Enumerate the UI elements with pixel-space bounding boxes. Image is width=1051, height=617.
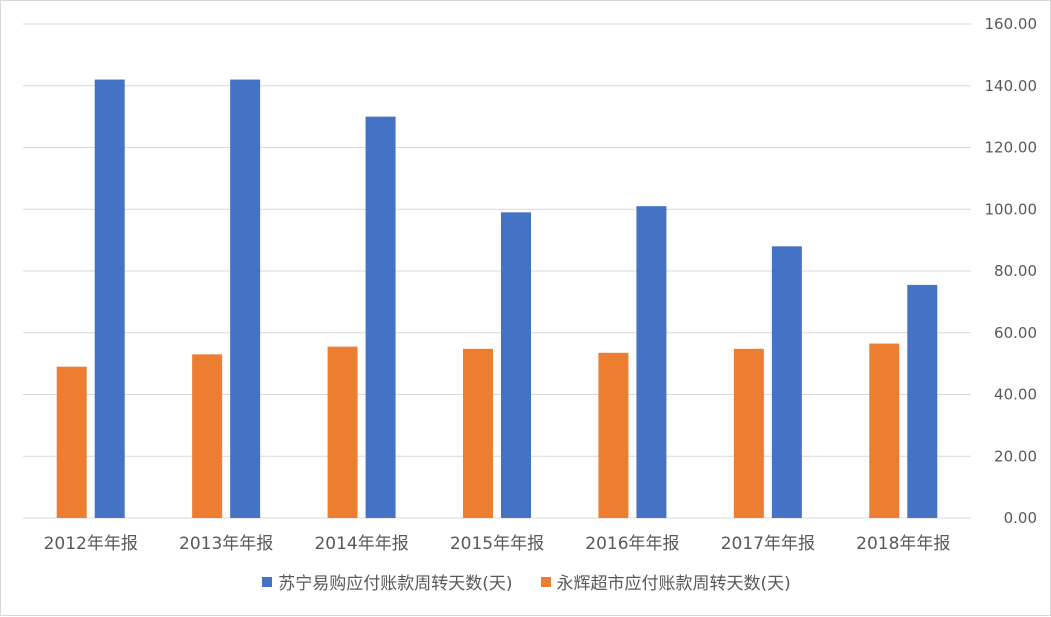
y-tick-label: 160.00 bbox=[985, 15, 1038, 33]
bar-suning[interactable] bbox=[501, 212, 531, 518]
y-tick-label: 120.00 bbox=[985, 139, 1038, 157]
bar-suning[interactable] bbox=[365, 116, 396, 518]
legend-swatch-suning bbox=[262, 576, 273, 587]
bar-suning[interactable] bbox=[771, 246, 802, 519]
x-tick-label: 2016年年报 bbox=[585, 534, 679, 554]
bar-suning[interactable] bbox=[230, 79, 261, 518]
bar-yonghui[interactable] bbox=[869, 343, 900, 518]
bar-suning[interactable] bbox=[94, 79, 125, 518]
y-axis-ticks: 0.00 20.00 40.00 60.00 80.00 100.00 120.00 140.… bbox=[985, 15, 1038, 527]
bar-yonghui[interactable] bbox=[56, 366, 87, 518]
x-tick-label: 2018年年报 bbox=[856, 534, 950, 554]
legend-item-suning[interactable]: 苏宁易购应付账款周转天数(天) bbox=[262, 569, 513, 594]
legend-item-yonghui[interactable]: 永辉超市应付账款周转天数(天) bbox=[540, 569, 791, 594]
legend-label-suning: 苏宁易购应付账款周转天数(天) bbox=[278, 574, 513, 594]
x-tick-label: 2015年年报 bbox=[450, 534, 544, 554]
x-axis-ticks: 2012年年报 2013年年报 2014年年报 2015年年报 2016年年报 2017年… bbox=[44, 534, 951, 554]
y-tick-label: 20.00 bbox=[994, 447, 1037, 465]
legend: 苏宁易购应付账款周转天数(天) 永辉超市应付账款周转天数(天) bbox=[1, 569, 1051, 594]
y-tick-label: 40.00 bbox=[994, 386, 1037, 404]
x-tick-label: 2013年年报 bbox=[179, 534, 273, 554]
bars bbox=[56, 79, 938, 519]
legend-label-yonghui: 永辉超市应付账款周转天数(天) bbox=[556, 574, 791, 594]
x-tick-label: 2012年年报 bbox=[44, 534, 138, 554]
y-tick-label: 100.00 bbox=[985, 200, 1038, 218]
legend-swatch-yonghui bbox=[540, 576, 551, 587]
bar-suning[interactable] bbox=[907, 284, 938, 518]
x-tick-label: 2014年年报 bbox=[314, 534, 408, 554]
bar-suning[interactable] bbox=[636, 206, 667, 518]
y-tick-label: 0.00 bbox=[1004, 509, 1037, 527]
y-tick-label: 140.00 bbox=[985, 77, 1038, 95]
y-tick-label: 60.00 bbox=[994, 324, 1037, 342]
bar-yonghui[interactable] bbox=[327, 346, 358, 518]
gridlines bbox=[23, 23, 971, 519]
bar-yonghui[interactable] bbox=[598, 352, 629, 518]
bar-yonghui[interactable] bbox=[192, 354, 223, 518]
y-tick-label: 80.00 bbox=[994, 262, 1037, 280]
bar-yonghui[interactable] bbox=[463, 348, 493, 518]
bar-yonghui[interactable] bbox=[733, 348, 764, 518]
x-tick-label: 2017年年报 bbox=[721, 534, 815, 554]
